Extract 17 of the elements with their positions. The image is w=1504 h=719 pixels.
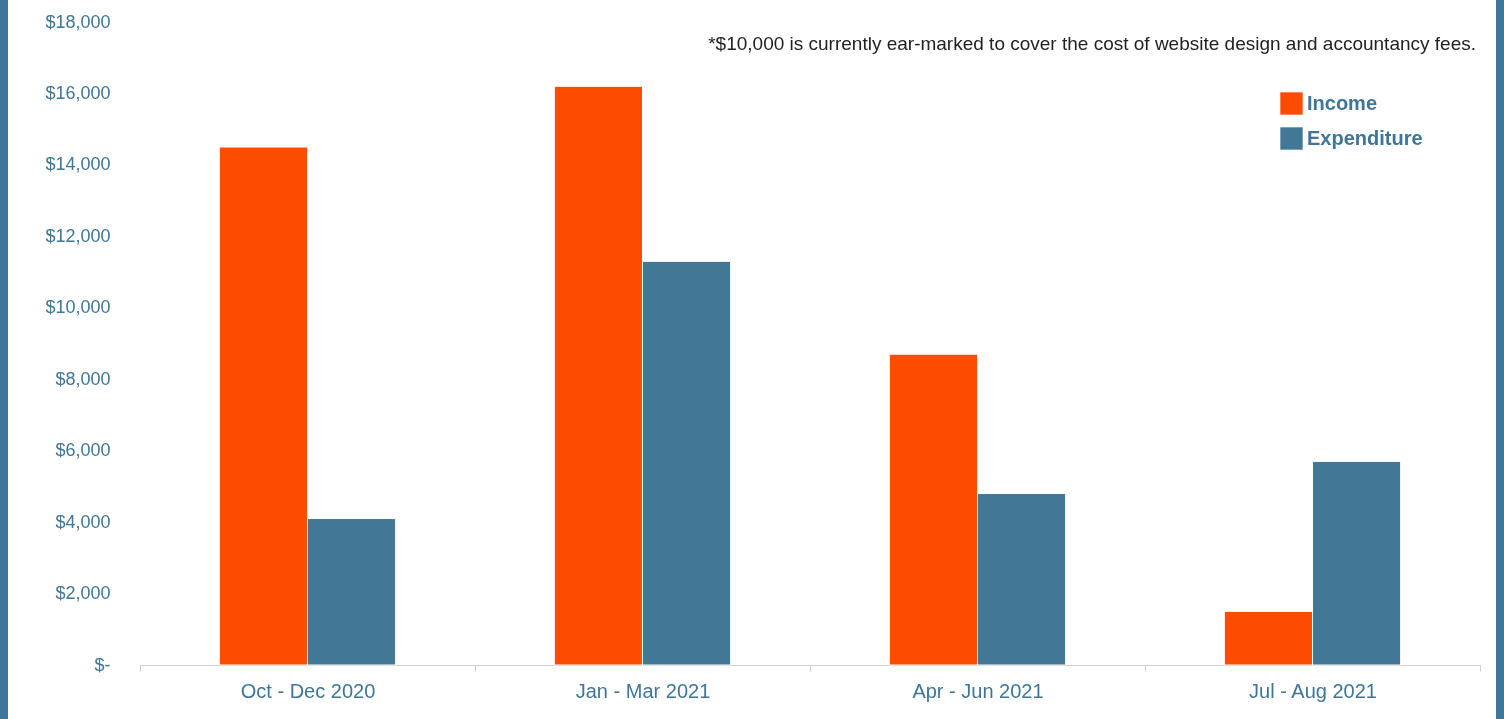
legend-label: Income bbox=[1307, 91, 1378, 114]
x-tick-label: Jul - Aug 2021 bbox=[1249, 679, 1377, 702]
y-tick-label: $2,000 bbox=[55, 583, 111, 604]
y-tick-label: $14,000 bbox=[45, 154, 111, 175]
y-tick-label: $18,000 bbox=[45, 11, 111, 32]
y-tick-label: $16,000 bbox=[45, 82, 111, 103]
y-tick-label: $- bbox=[94, 654, 111, 675]
annotation: *$10,000 is currently ear-marked to cover the cost of website design and accountancy fees. bbox=[708, 33, 1476, 54]
x-tick-label: Jan - Mar 2021 bbox=[575, 679, 711, 702]
legend-label: Expenditure bbox=[1307, 126, 1423, 149]
x-tick-label: Oct - Dec 2020 bbox=[240, 679, 376, 702]
y-tick-label: $4,000 bbox=[55, 511, 111, 532]
y-tick-label: $6,000 bbox=[55, 440, 111, 461]
y-tick-label: $8,000 bbox=[55, 368, 111, 389]
x-tick-label: Apr - Jun 2021 bbox=[912, 679, 1044, 702]
y-tick-label: $12,000 bbox=[45, 225, 111, 246]
y-tick-label: $10,000 bbox=[45, 297, 111, 318]
